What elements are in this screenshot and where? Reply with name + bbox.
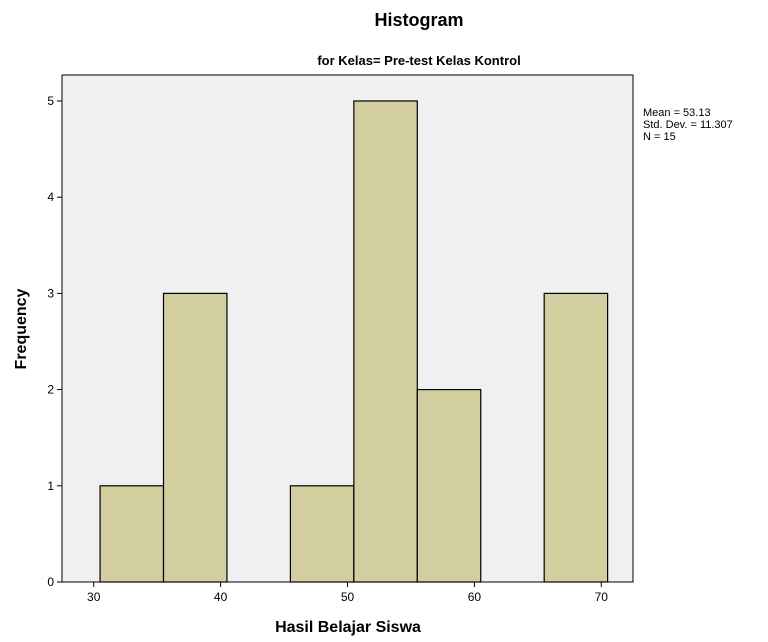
x-tick-label-50: 50	[341, 590, 355, 604]
y-tick-label-5: 5	[47, 94, 54, 108]
y-tick-label-1: 1	[47, 479, 54, 493]
histogram-bar-3	[289, 485, 355, 583]
histogram-bar-7	[543, 292, 609, 583]
y-tick-label-3: 3	[47, 286, 54, 300]
chart-title: Histogram	[374, 10, 463, 30]
histogram-bar-1	[162, 292, 228, 583]
y-tick-label-2: 2	[47, 383, 54, 397]
histogram-bar-5	[416, 388, 482, 583]
stats-box: Mean = 53.13 Std. Dev. = 11.307 N = 15	[643, 107, 733, 143]
x-tick-label-70: 70	[595, 590, 609, 604]
stats-mean: Mean = 53.13	[643, 107, 711, 119]
x-axis: 30 40 50 60 70	[87, 582, 608, 604]
x-axis-label: Hasil Belajar Siswa	[275, 619, 421, 636]
x-tick-label-40: 40	[214, 590, 228, 604]
y-axis-label: Frequency	[13, 288, 30, 369]
histogram-bar-0	[99, 485, 165, 583]
y-axis: 0 1 2 3 4 5	[47, 94, 62, 589]
y-tick-label-4: 4	[47, 190, 54, 204]
stats-n: N = 15	[643, 131, 676, 143]
bars-group	[99, 100, 609, 583]
chart-subtitle: for Kelas= Pre-test Kelas Kontrol	[317, 53, 520, 68]
x-tick-label-30: 30	[87, 590, 101, 604]
stats-std-dev: Std. Dev. = 11.307	[643, 119, 733, 131]
y-tick-label-0: 0	[47, 575, 54, 589]
x-tick-label-60: 60	[468, 590, 482, 604]
histogram-bar-4	[353, 100, 418, 583]
